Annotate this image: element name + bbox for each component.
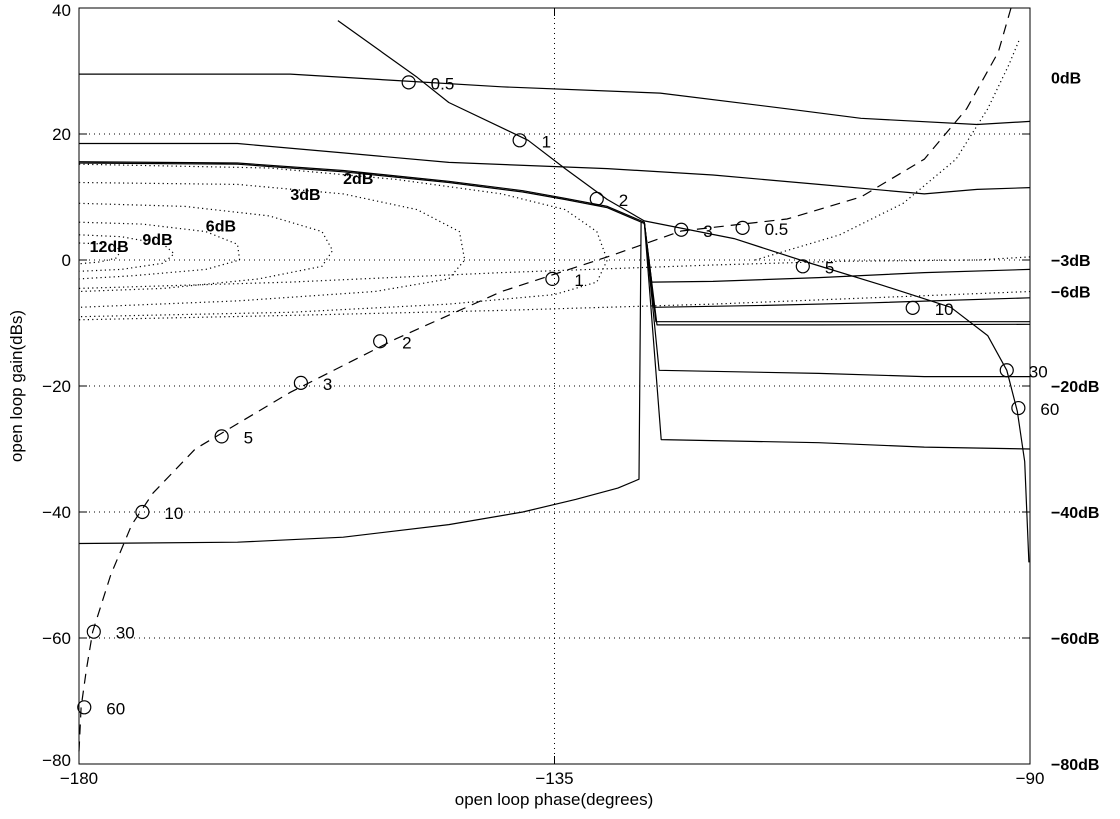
x-tick-label: −135 bbox=[535, 769, 573, 788]
frequency-marker bbox=[373, 334, 388, 349]
frequency-label: 1 bbox=[542, 132, 551, 151]
y-tick-label: −20 bbox=[42, 377, 71, 396]
closed-loop-gain-label: −3dB bbox=[1051, 253, 1091, 270]
closed-loop-contour-label: 12dB bbox=[90, 239, 129, 256]
dotted-curve-21 bbox=[755, 39, 1020, 261]
frequency-label: 30 bbox=[1029, 362, 1048, 381]
closed-loop-gain-label: 0dB bbox=[1051, 70, 1081, 87]
frequency-marker bbox=[999, 363, 1014, 378]
closed-loop-gain-label: −6dB bbox=[1051, 285, 1091, 302]
contour-label-layer: 0dB −3dB −6dB −20dB −40dB −60dB −80dB 2dB 3dB 6dB… bbox=[90, 70, 1100, 774]
frequency-label: 1 bbox=[574, 271, 583, 290]
grid-layer bbox=[79, 8, 1030, 764]
frequency-label: 2 bbox=[619, 191, 628, 210]
frequency-marker bbox=[293, 375, 308, 390]
solid-curve-5 bbox=[78, 162, 645, 225]
dotted-curve-16 bbox=[78, 181, 466, 308]
frequency-marker bbox=[1011, 400, 1026, 416]
closed-loop-contour-label: 3dB bbox=[290, 187, 320, 204]
dashed-curve-1 bbox=[78, 7, 1012, 752]
x-axis-label: open loop phase(degrees) bbox=[455, 790, 653, 809]
frequency-marker bbox=[512, 133, 527, 148]
dotted-curve-13 bbox=[78, 290, 1031, 321]
closed-loop-contour-label: 2dB bbox=[343, 171, 373, 188]
frequency-label: 30 bbox=[116, 624, 135, 643]
dotted-curve-20 bbox=[78, 242, 122, 265]
closed-loop-gain-label: −80dB bbox=[1051, 757, 1099, 774]
y-tick-label: 0 bbox=[62, 251, 71, 270]
x-tick-label: −180 bbox=[60, 769, 98, 788]
tick-layer: −180 −135 −90 −80 −60 −40 −20 0 20 40 bbox=[42, 1, 1044, 788]
solid-curve-9 bbox=[643, 222, 1031, 326]
frequency-marker bbox=[86, 624, 101, 639]
x-tick-label: −90 bbox=[1016, 769, 1045, 788]
solid-curve-0 bbox=[337, 20, 1030, 563]
y-axis-label: open loop gain(dBs) bbox=[7, 310, 26, 462]
y-tick-label: −40 bbox=[42, 503, 71, 522]
frequency-marker bbox=[735, 220, 750, 235]
solid-curve-2 bbox=[79, 73, 1031, 126]
frequency-marker bbox=[135, 504, 150, 520]
y-tick-label: −80 bbox=[42, 751, 71, 770]
frequency-label: 60 bbox=[106, 699, 125, 718]
frequency-marker bbox=[214, 429, 229, 444]
closed-loop-gain-label: −20dB bbox=[1051, 379, 1099, 396]
dotted-curve-14 bbox=[78, 256, 1031, 289]
frequency-label: 10 bbox=[164, 504, 183, 523]
frequency-marker bbox=[674, 222, 689, 237]
solid-curve-6 bbox=[643, 222, 1031, 283]
marker-layer: 0.5 1 2 5 10 30 60 60 30 10 5 3 2 1 3 0.5 bbox=[77, 74, 1059, 718]
series-layer bbox=[78, 7, 1031, 752]
closed-loop-gain-label: −60dB bbox=[1051, 631, 1099, 648]
frequency-label: 5 bbox=[825, 258, 834, 277]
y-tick-label: 40 bbox=[52, 1, 71, 20]
frequency-marker bbox=[401, 75, 416, 90]
frequency-label: 0.5 bbox=[765, 220, 789, 239]
frequency-marker bbox=[795, 259, 810, 274]
solid-curve-7 bbox=[643, 222, 1031, 308]
closed-loop-gain-label: −40dB bbox=[1051, 505, 1099, 522]
frequency-marker bbox=[589, 191, 604, 206]
frequency-label: 0.5 bbox=[431, 74, 455, 93]
closed-loop-contour-label: 6dB bbox=[206, 218, 236, 235]
y-tick-label: 20 bbox=[52, 125, 71, 144]
frequency-label: 2 bbox=[402, 333, 411, 352]
frequency-label: 3 bbox=[703, 222, 712, 241]
frequency-label: 60 bbox=[1040, 400, 1059, 419]
solid-curve-3 bbox=[79, 142, 1031, 195]
frequency-label: 5 bbox=[244, 428, 253, 447]
frequency-label: 10 bbox=[935, 300, 954, 319]
closed-loop-contour-label: 9dB bbox=[142, 232, 172, 249]
frequency-marker bbox=[77, 700, 92, 715]
y-tick-label: −60 bbox=[42, 629, 71, 648]
solid-curve-11 bbox=[643, 222, 1031, 450]
frequency-label: 3 bbox=[323, 375, 332, 394]
frequency-marker bbox=[545, 271, 560, 286]
solid-curve-12 bbox=[78, 222, 642, 545]
solid-curve-10 bbox=[643, 222, 1030, 378]
frequency-marker bbox=[905, 300, 920, 315]
